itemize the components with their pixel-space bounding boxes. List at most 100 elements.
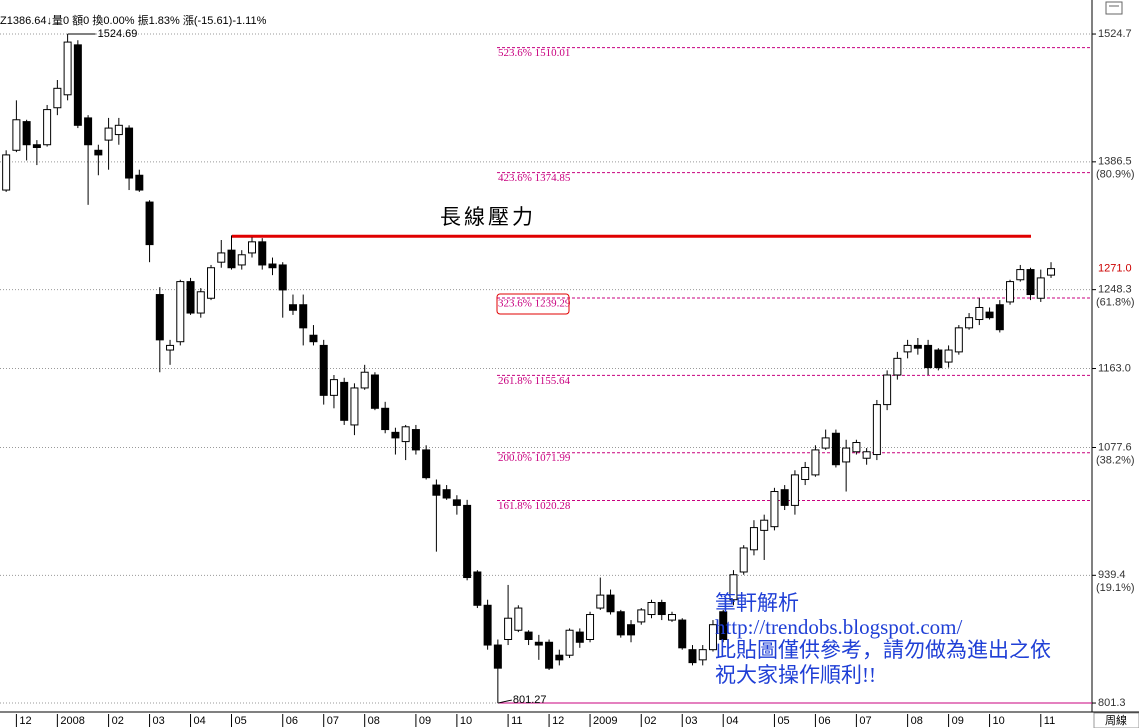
candle-body: [739, 547, 748, 573]
candle-body: [2, 154, 11, 191]
fib-label: 200.0% 1071.99: [498, 452, 571, 464]
candle-body: [565, 629, 574, 656]
y-tick-label: 1163.0: [1098, 362, 1131, 374]
x-tick-label: 09: [952, 715, 964, 727]
candle-body: [903, 344, 912, 353]
candle-body: [207, 267, 216, 299]
x-tick-label: 08: [911, 715, 923, 727]
candle-body: [504, 617, 513, 640]
candle-body: [811, 449, 820, 476]
fib-label: 161.8% 1020.28: [498, 500, 571, 512]
y-tick-label: 1524.7: [1098, 28, 1132, 40]
watermark-line: 筆軒解析: [715, 591, 799, 615]
candle-body: [1016, 269, 1025, 281]
candle-body: [924, 344, 933, 369]
x-tick-label: 03: [153, 715, 165, 727]
candle-body: [637, 609, 646, 623]
candle-body: [893, 357, 902, 376]
x-tick-label: 08: [368, 715, 380, 727]
candle-body: [780, 489, 789, 506]
candle-body: [586, 614, 595, 640]
candle-body: [668, 614, 676, 621]
candle-body: [749, 527, 758, 551]
candle-body: [350, 387, 359, 426]
candle-body: [524, 631, 533, 640]
candle-body: [227, 249, 236, 269]
candle-body: [708, 624, 717, 651]
candle-body: [627, 624, 636, 636]
candle-body: [1026, 269, 1035, 296]
last-price-label: 1271.0: [1098, 263, 1132, 275]
candle-body: [545, 641, 554, 669]
low-leader: [497, 699, 512, 704]
candle-body: [166, 344, 175, 351]
retracement-label: (80.9%): [1096, 169, 1135, 181]
candle-body: [411, 429, 420, 451]
window-icon[interactable]: [1105, 1, 1123, 15]
period-box: [1093, 712, 1139, 728]
x-tick-label: 04: [194, 715, 206, 727]
candle-body: [73, 44, 82, 126]
candle-body: [801, 466, 810, 481]
candle-body: [391, 431, 400, 439]
resistance-label: 長線壓力: [440, 205, 536, 229]
candle-body: [852, 442, 861, 453]
candle-body: [514, 607, 523, 631]
x-tick-label: 12: [552, 715, 564, 727]
candle-body: [268, 263, 277, 269]
header-quote: Z1386.64↓量0 額0 換0.00% 振1.83% 漲(-15.61)-1…: [0, 13, 267, 27]
low-label: 801.27: [513, 694, 547, 706]
candle-body: [381, 407, 390, 431]
candle-body: [63, 41, 72, 96]
candle-body: [401, 426, 410, 443]
retracement-label: (61.8%): [1096, 297, 1135, 309]
candle-body: [12, 119, 21, 151]
candle-body: [555, 654, 564, 661]
candle-body: [760, 519, 769, 531]
x-tick-label: 07: [859, 715, 871, 727]
retracement-label: (38.2%): [1096, 454, 1135, 466]
fib-label: 323.6% 1239.29: [498, 298, 571, 310]
x-tick-label: 05: [235, 715, 247, 727]
candle-body: [258, 241, 267, 266]
candle-body: [196, 291, 205, 314]
candle-body: [463, 504, 472, 579]
x-tick-label: 2008: [60, 715, 84, 727]
candle-body: [176, 281, 185, 343]
x-tick-label: 07: [327, 715, 339, 727]
candle-body: [1036, 277, 1045, 299]
candle-body: [729, 574, 738, 601]
candle-body: [32, 144, 41, 149]
candle-body: [248, 241, 256, 254]
fib-label: 523.6% 1510.01: [498, 47, 570, 59]
retracement-label: (19.1%): [1096, 582, 1135, 594]
candle-body: [217, 252, 226, 263]
candle-body: [104, 127, 113, 141]
candle-body: [483, 604, 492, 646]
period-label: 周線: [1105, 713, 1127, 727]
x-tick-label: 2009: [593, 715, 617, 727]
x-tick-label: 10: [460, 715, 472, 727]
candle-body: [309, 334, 318, 343]
candle-body: [145, 201, 154, 246]
candle-body: [442, 489, 451, 499]
x-tick-label: 02: [112, 715, 124, 727]
candle-body: [237, 254, 246, 266]
candle-body: [831, 432, 840, 466]
candle-body: [657, 602, 666, 616]
x-tick-label: 04: [726, 715, 738, 727]
candle-body: [944, 349, 953, 363]
candle-body: [53, 87, 62, 109]
x-tick-label: 05: [777, 715, 789, 727]
candle-body: [790, 474, 799, 506]
candle-body: [22, 121, 31, 146]
y-tick-label: 939.4: [1098, 569, 1126, 581]
candle-body: [329, 379, 338, 396]
candle-body: [299, 304, 308, 329]
candle-body: [43, 109, 52, 146]
candle-body: [965, 317, 974, 329]
candle-body: [575, 631, 584, 643]
fib-label: 261.8% 1155.64: [498, 375, 571, 387]
